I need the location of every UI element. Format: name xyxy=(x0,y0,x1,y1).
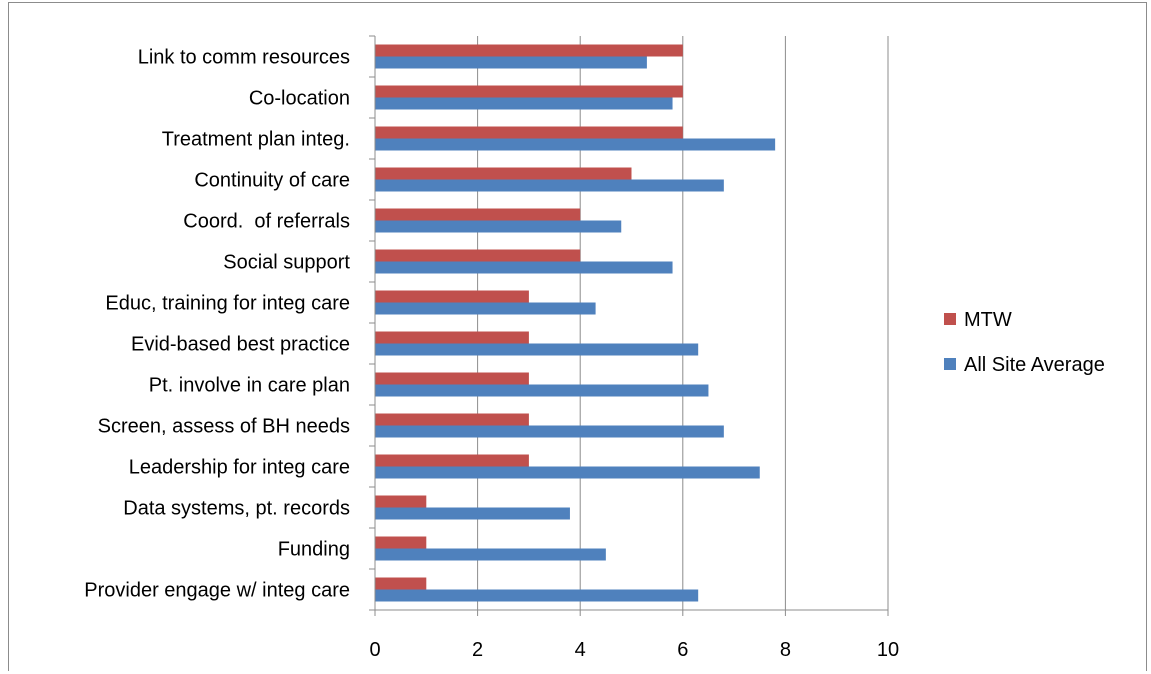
bars xyxy=(375,44,776,602)
category-label: Leadership for integ care xyxy=(129,457,350,479)
category-label: Pt. involve in care plan xyxy=(149,375,350,397)
bar-mtw xyxy=(375,249,581,262)
category-label: Data systems, pt. records xyxy=(123,498,350,520)
bar-mtw xyxy=(375,372,529,385)
category-label: Screen, assess of BH needs xyxy=(98,416,350,438)
category-label: Continuity of care xyxy=(194,170,350,192)
bar-mtw xyxy=(375,44,683,57)
bar-all-site-average xyxy=(375,425,724,438)
category-label: Evid-based best practice xyxy=(131,334,350,356)
category-label: Co-location xyxy=(249,88,350,110)
bar-all-site-average xyxy=(375,507,570,520)
bar-mtw xyxy=(375,126,683,139)
x-tick-label: 8 xyxy=(780,639,791,661)
bar-mtw xyxy=(375,85,683,98)
legend-swatch xyxy=(944,313,956,325)
x-tick-label: 6 xyxy=(677,639,688,661)
legend: MTW All Site Average xyxy=(944,309,1105,376)
bar-mtw xyxy=(375,290,529,303)
bar-all-site-average xyxy=(375,548,606,561)
bar-mtw xyxy=(375,536,427,549)
legend-label: All Site Average xyxy=(964,354,1105,376)
bar-all-site-average xyxy=(375,220,622,233)
x-tick-label: 0 xyxy=(369,639,380,661)
bar-all-site-average xyxy=(375,302,596,315)
category-label: Treatment plan integ. xyxy=(162,129,350,151)
axes xyxy=(369,35,889,616)
chart-frame xyxy=(8,2,1147,671)
category-label: Coord. of referrals xyxy=(183,211,350,233)
bar-all-site-average xyxy=(375,56,647,69)
category-label: Funding xyxy=(278,539,350,561)
category-label: Provider engage w/ integ care xyxy=(84,580,350,602)
bar-all-site-average xyxy=(375,589,699,602)
category-label: Link to comm resources xyxy=(138,47,350,69)
bar-all-site-average xyxy=(375,261,673,274)
x-tick-label: 10 xyxy=(877,639,899,661)
category-label: Social support xyxy=(223,252,350,274)
x-tick-label: 4 xyxy=(575,639,586,661)
bar-mtw xyxy=(375,495,427,508)
bar-mtw xyxy=(375,577,427,590)
x-tick-label: 2 xyxy=(472,639,483,661)
bar-all-site-average xyxy=(375,466,760,479)
bar-mtw xyxy=(375,454,529,467)
bar-mtw xyxy=(375,331,529,344)
bar-all-site-average xyxy=(375,138,776,151)
bar-mtw xyxy=(375,167,632,180)
gridlines xyxy=(477,36,889,610)
bar-all-site-average xyxy=(375,179,724,192)
tick-labels: 0 2 4 6 8 10 xyxy=(369,639,899,661)
bar-mtw xyxy=(375,208,581,221)
category-label: Educ, training for integ care xyxy=(105,293,350,315)
bar-mtw xyxy=(375,413,529,426)
category-labels: Link to comm resources Co-location Treatme… xyxy=(84,47,350,602)
legend-swatch xyxy=(944,358,956,370)
bar-all-site-average xyxy=(375,384,709,397)
bar-all-site-average xyxy=(375,97,673,110)
bar-all-site-average xyxy=(375,343,699,356)
legend-label: MTW xyxy=(964,309,1012,331)
